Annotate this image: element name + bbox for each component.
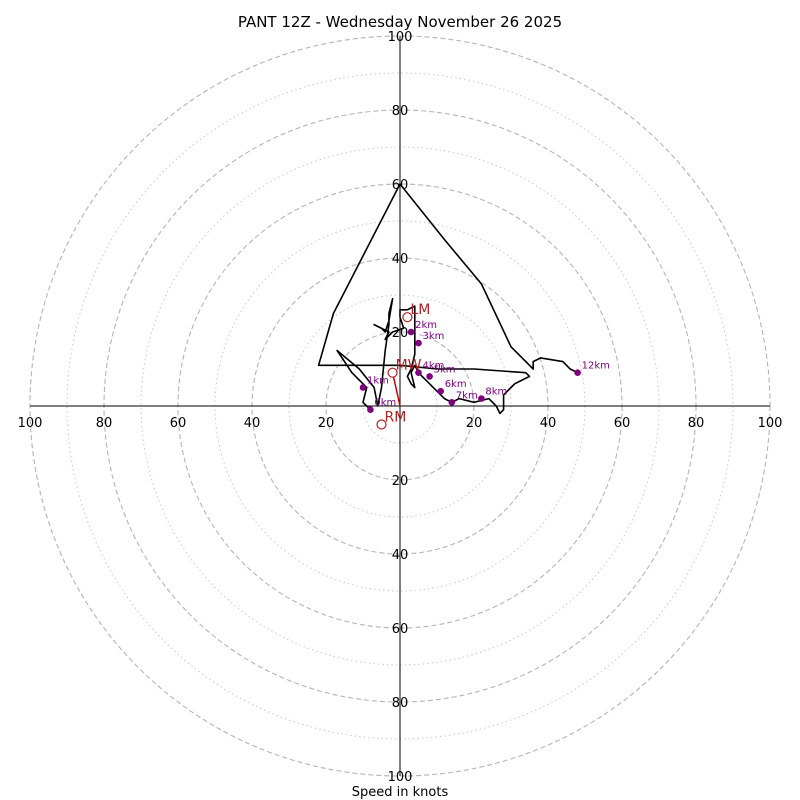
tick-label-bottom-3: 80 [392, 696, 409, 711]
tick-label-bottom-2: 60 [392, 622, 409, 637]
tick-label-left-4: 100 [18, 416, 43, 431]
height-label-3km: 3km [423, 331, 445, 342]
tick-label-right-2: 60 [614, 416, 631, 431]
height-point-12km [574, 369, 581, 377]
hodograph-trace [317, 183, 578, 415]
height-point-1km [359, 384, 367, 391]
tick-label-left-2: 60 [170, 416, 187, 431]
height-label-12km: 12km [582, 361, 610, 372]
storm-motion-lm-label: LM [410, 302, 430, 318]
height-point-4km [415, 369, 422, 377]
height-point-5km [426, 373, 433, 380]
height-point-7km [448, 399, 456, 406]
height-label-4km: 4km [423, 361, 445, 372]
storm-motion-mw-point [387, 367, 398, 378]
tick-label-bottom-4: 100 [388, 770, 413, 785]
x-axis-label: Speed in knots [352, 785, 449, 800]
height-label-2km: 2km [415, 320, 437, 331]
height-point-2km [407, 328, 415, 336]
tick-label-bottom-1: 40 [392, 548, 409, 563]
tick-label-right-3: 80 [688, 416, 705, 431]
tick-label-left-3: 80 [96, 416, 113, 431]
height-label-5km: 5km [434, 364, 456, 375]
height-label-8km: 8km [485, 387, 507, 398]
height-point-0km [367, 406, 374, 414]
height-label-1km: 1km [367, 376, 389, 387]
storm-motion-markers: LM MW RM [376, 302, 430, 430]
mean-wind-vector [391, 372, 401, 407]
tick-label-top-0: 20 [392, 326, 409, 341]
tick-label-right-0: 20 [466, 416, 483, 431]
chart-title: PANT 12Z - Wednesday November 26 2025 [238, 13, 562, 31]
tick-label-right-4: 100 [758, 416, 783, 431]
storm-motion-rm-label: RM [385, 410, 407, 426]
height-point-8km [478, 395, 485, 402]
tick-label-left-0: 20 [318, 416, 335, 431]
wind-trace-line [317, 183, 578, 415]
storm-motion-lm-point [402, 312, 413, 323]
height-point-6km [437, 387, 445, 395]
tick-label-left-1: 40 [244, 416, 261, 431]
tick-label-top-4: 100 [388, 30, 413, 45]
tick-label-bottom-0: 20 [392, 474, 409, 489]
storm-motion-mw-label: MW [396, 358, 422, 374]
tick-label-top-3: 80 [392, 104, 409, 119]
storm-motion-rm-point [376, 419, 387, 430]
height-label-0km: 0km [374, 398, 396, 409]
height-label-7km: 7km [456, 390, 478, 401]
height-label-6km: 6km [445, 379, 467, 390]
height-point-3km [415, 339, 422, 347]
tick-label-top-1: 40 [392, 252, 409, 267]
tick-label-right-1: 40 [540, 416, 557, 431]
